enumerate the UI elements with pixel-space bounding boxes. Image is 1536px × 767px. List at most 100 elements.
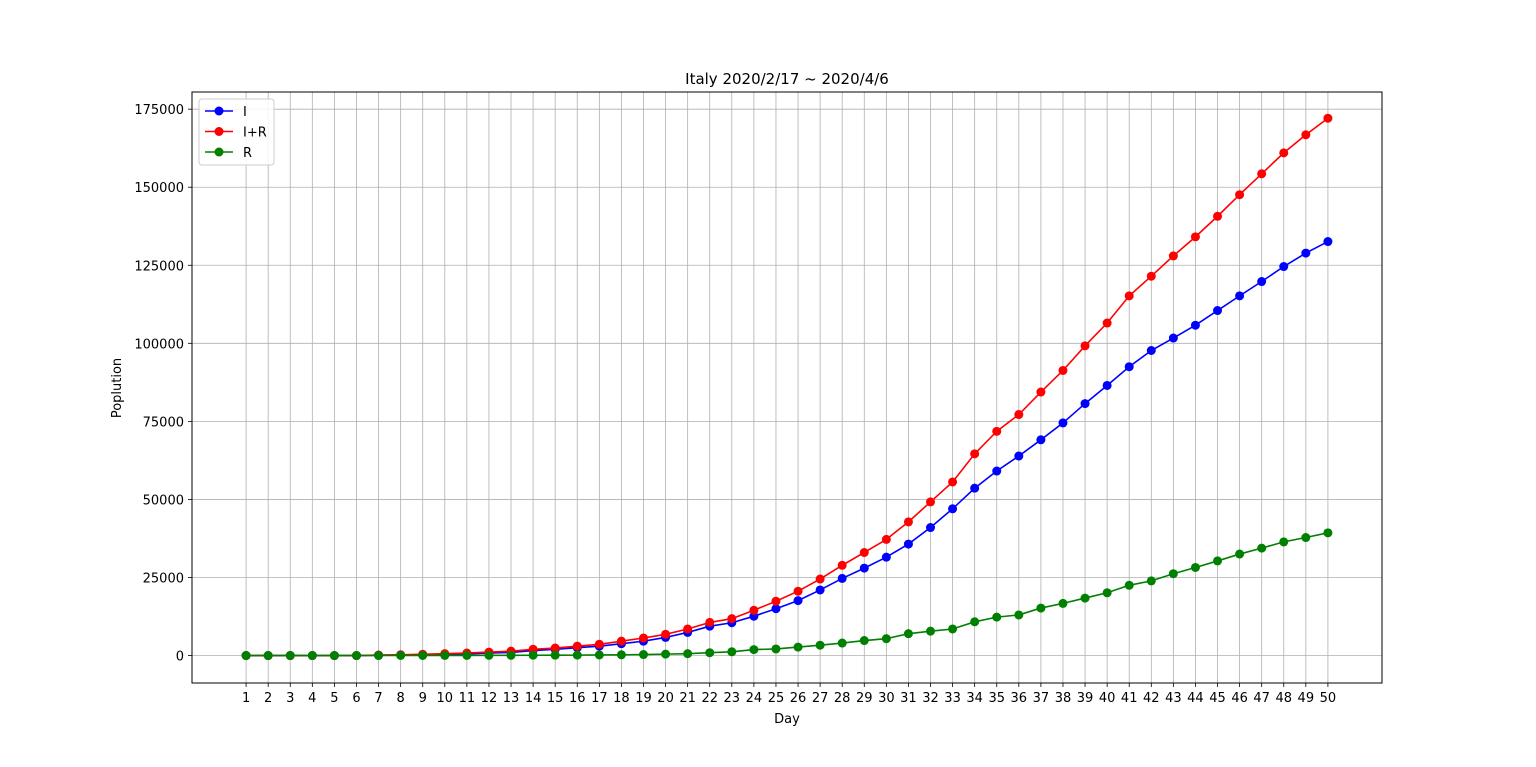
x-tick-label: 41 (1121, 691, 1138, 706)
x-tick-label: 37 (1033, 691, 1050, 706)
x-tick-label: 21 (679, 691, 696, 706)
x-tick-label: 4 (308, 691, 316, 706)
data-point-i (837, 573, 847, 583)
data-point-r (793, 642, 803, 652)
data-point-i (948, 504, 958, 514)
x-tick-label: 49 (1298, 691, 1315, 706)
data-point-i (926, 523, 936, 533)
data-point-r (926, 626, 936, 636)
data-point-i-r (616, 636, 626, 646)
x-tick-label: 29 (856, 691, 873, 706)
data-point-r (506, 650, 516, 660)
legend-marker-r (214, 147, 224, 157)
data-point-r (1257, 543, 1267, 553)
data-point-r (528, 650, 538, 660)
x-tick-label: 5 (330, 691, 338, 706)
x-tick-label: 20 (657, 691, 674, 706)
data-point-r (440, 650, 450, 660)
x-tick-label: 15 (547, 691, 564, 706)
data-point-i (1014, 451, 1024, 461)
data-point-r (815, 640, 825, 650)
data-point-i (1036, 435, 1046, 445)
data-point-i (1146, 346, 1156, 356)
data-point-i (992, 466, 1002, 476)
data-point-i-r (727, 614, 737, 624)
data-point-i (1190, 320, 1200, 330)
legend-entry-i: I (205, 105, 247, 120)
legend-entry-r: R (205, 146, 252, 161)
data-point-r (1036, 603, 1046, 613)
x-tick-label: 10 (437, 691, 454, 706)
data-point-i-r (749, 605, 759, 615)
data-point-i-r (705, 617, 715, 627)
data-point-r (705, 648, 715, 658)
x-tick-label: 39 (1077, 691, 1094, 706)
data-point-i-r (1168, 251, 1178, 261)
data-point-i-r (1102, 318, 1112, 328)
data-point-r (351, 651, 361, 661)
data-point-i-r (837, 560, 847, 570)
data-point-i-r (970, 449, 980, 459)
data-point-i-r (683, 624, 693, 634)
data-point-r (1190, 562, 1200, 572)
data-point-i (771, 604, 781, 614)
data-point-r (1014, 610, 1024, 620)
data-point-r (903, 629, 913, 639)
x-tick-label: 6 (352, 691, 360, 706)
x-tick-label: 31 (900, 691, 917, 706)
data-point-i-r (1213, 211, 1223, 221)
x-tick-label: 1 (242, 691, 250, 706)
data-point-i-r (1257, 169, 1267, 179)
data-point-r (859, 636, 869, 646)
data-point-r (418, 650, 428, 660)
data-point-i (1257, 277, 1267, 287)
data-point-i (859, 563, 869, 573)
x-tick-label: 16 (569, 691, 586, 706)
data-point-r (837, 638, 847, 648)
data-point-i (881, 552, 891, 562)
x-tick-label: 28 (834, 691, 851, 706)
x-tick-label: 45 (1209, 691, 1226, 706)
x-tick-label: 8 (396, 691, 404, 706)
data-point-r (1146, 576, 1156, 586)
data-point-r (1235, 549, 1245, 559)
data-point-r (484, 650, 494, 660)
y-tick-label: 25000 (143, 571, 184, 586)
legend-marker-i (214, 106, 224, 116)
data-point-r (1168, 569, 1178, 579)
data-point-r (749, 645, 759, 655)
data-point-i (815, 585, 825, 595)
data-point-i-r (1279, 148, 1289, 158)
y-tick-label: 75000 (143, 415, 184, 430)
data-point-i-r (594, 639, 604, 649)
legend-entry-i-r: I+R (205, 126, 267, 141)
data-point-i-r (572, 641, 582, 651)
data-point-r (1102, 588, 1112, 598)
x-tick-label: 42 (1143, 691, 1160, 706)
data-point-i-r (881, 534, 891, 544)
x-tick-label: 22 (701, 691, 718, 706)
data-point-i (1301, 248, 1311, 258)
data-point-i (1080, 399, 1090, 409)
x-tick-label: 48 (1275, 691, 1292, 706)
x-tick-label: 33 (944, 691, 961, 706)
data-point-r (329, 651, 339, 661)
x-tick-label: 47 (1253, 691, 1270, 706)
series-group (241, 113, 1333, 661)
x-tick-label: 34 (966, 691, 983, 706)
legend-label-r: R (243, 146, 252, 161)
data-point-i (1168, 333, 1178, 343)
data-point-i-r (1058, 365, 1068, 375)
data-point-i-r (661, 629, 671, 639)
x-tick-label: 32 (922, 691, 939, 706)
legend-label-i: I (243, 105, 247, 120)
y-tick-label: 125000 (134, 259, 184, 274)
data-point-r (992, 612, 1002, 622)
grid (192, 92, 1382, 683)
data-point-i-r (638, 633, 648, 643)
legend-label-i-r: I+R (243, 126, 267, 141)
data-point-r (396, 650, 406, 660)
x-axis: 1 2 3 4 5 6 7 8 9 10 11 12 13 14 15 16 17 18 19 20 21 22 23 24 2… (242, 683, 1336, 706)
data-point-i-r (1235, 190, 1245, 200)
